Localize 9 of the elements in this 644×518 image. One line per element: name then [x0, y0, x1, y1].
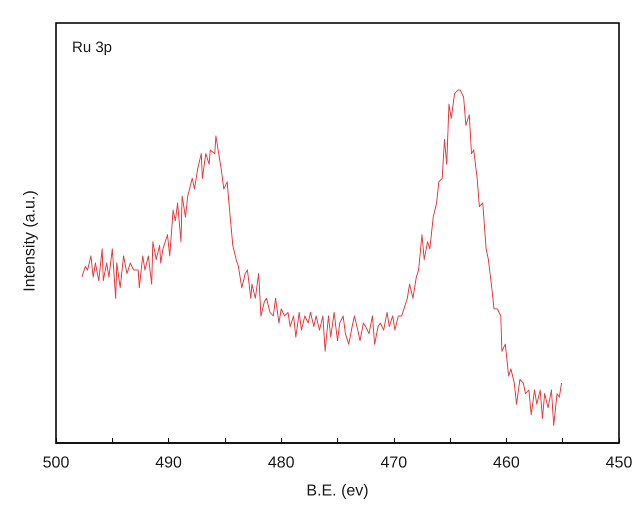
x-tick-label: 450 — [606, 454, 632, 472]
x-tick-label: 480 — [268, 454, 295, 472]
x-tick-label: 470 — [380, 454, 408, 472]
chart-title: Ru 3p — [72, 39, 112, 56]
x-axis-title: B.E. (ev) — [306, 482, 369, 500]
x-tick-label: 490 — [155, 454, 182, 472]
y-axis-title: Intensity (a.u.) — [22, 190, 38, 292]
x-tick-label: 460 — [493, 454, 520, 472]
x-tick-label: 500 — [42, 454, 70, 472]
